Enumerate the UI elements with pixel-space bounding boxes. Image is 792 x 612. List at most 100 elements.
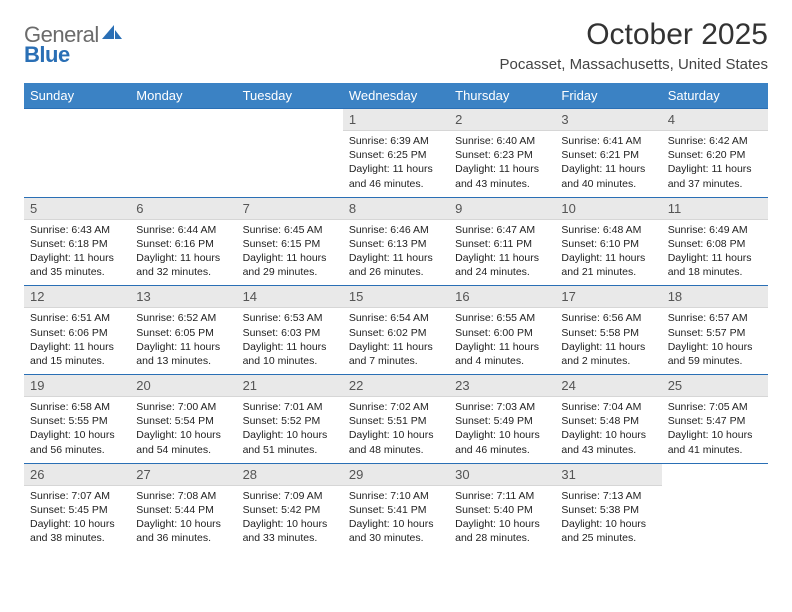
day-details: Sunrise: 7:09 AMSunset: 5:42 PMDaylight:… xyxy=(237,486,343,552)
weekday-header-row: SundayMondayTuesdayWednesdayThursdayFrid… xyxy=(24,83,768,109)
day-number: 12 xyxy=(24,286,130,308)
calendar-day-cell: 27Sunrise: 7:08 AMSunset: 5:44 PMDayligh… xyxy=(130,463,236,551)
day-number: 30 xyxy=(449,464,555,486)
calendar-day-cell: 28Sunrise: 7:09 AMSunset: 5:42 PMDayligh… xyxy=(237,463,343,551)
day-details: Sunrise: 6:57 AMSunset: 5:57 PMDaylight:… xyxy=(662,308,768,374)
calendar-day-cell: 14Sunrise: 6:53 AMSunset: 6:03 PMDayligh… xyxy=(237,286,343,375)
empty-day xyxy=(662,464,768,485)
calendar-day-cell xyxy=(662,463,768,551)
header: GeneralBlue October 2025 Pocasset, Massa… xyxy=(24,18,768,73)
calendar-day-cell: 7Sunrise: 6:45 AMSunset: 6:15 PMDaylight… xyxy=(237,197,343,286)
empty-day xyxy=(237,109,343,130)
day-details: Sunrise: 6:53 AMSunset: 6:03 PMDaylight:… xyxy=(237,308,343,374)
day-details: Sunrise: 6:54 AMSunset: 6:02 PMDaylight:… xyxy=(343,308,449,374)
weekday-header: Wednesday xyxy=(343,83,449,109)
empty-day xyxy=(24,109,130,130)
calendar-day-cell: 2Sunrise: 6:40 AMSunset: 6:23 PMDaylight… xyxy=(449,109,555,198)
day-number: 21 xyxy=(237,375,343,397)
location: Pocasset, Massachusetts, United States xyxy=(500,56,768,73)
day-number: 8 xyxy=(343,198,449,220)
weekday-header: Saturday xyxy=(662,83,768,109)
calendar-body: 1Sunrise: 6:39 AMSunset: 6:25 PMDaylight… xyxy=(24,109,768,552)
calendar-day-cell: 21Sunrise: 7:01 AMSunset: 5:52 PMDayligh… xyxy=(237,375,343,464)
day-details: Sunrise: 7:05 AMSunset: 5:47 PMDaylight:… xyxy=(662,397,768,463)
calendar-day-cell: 12Sunrise: 6:51 AMSunset: 6:06 PMDayligh… xyxy=(24,286,130,375)
day-number: 23 xyxy=(449,375,555,397)
day-details: Sunrise: 6:58 AMSunset: 5:55 PMDaylight:… xyxy=(24,397,130,463)
day-number: 25 xyxy=(662,375,768,397)
calendar-day-cell: 1Sunrise: 6:39 AMSunset: 6:25 PMDaylight… xyxy=(343,109,449,198)
weekday-header: Sunday xyxy=(24,83,130,109)
empty-day xyxy=(130,109,236,130)
day-number: 13 xyxy=(130,286,236,308)
day-details: Sunrise: 7:00 AMSunset: 5:54 PMDaylight:… xyxy=(130,397,236,463)
day-details: Sunrise: 6:43 AMSunset: 6:18 PMDaylight:… xyxy=(24,220,130,286)
logo-sail-icon xyxy=(101,24,123,46)
weekday-header: Friday xyxy=(555,83,661,109)
day-details: Sunrise: 7:10 AMSunset: 5:41 PMDaylight:… xyxy=(343,486,449,552)
calendar-week-row: 12Sunrise: 6:51 AMSunset: 6:06 PMDayligh… xyxy=(24,286,768,375)
day-number: 9 xyxy=(449,198,555,220)
day-details: Sunrise: 7:04 AMSunset: 5:48 PMDaylight:… xyxy=(555,397,661,463)
weekday-header: Monday xyxy=(130,83,236,109)
calendar-day-cell xyxy=(24,109,130,198)
day-details: Sunrise: 6:41 AMSunset: 6:21 PMDaylight:… xyxy=(555,131,661,197)
calendar-day-cell: 13Sunrise: 6:52 AMSunset: 6:05 PMDayligh… xyxy=(130,286,236,375)
day-details: Sunrise: 7:08 AMSunset: 5:44 PMDaylight:… xyxy=(130,486,236,552)
calendar-day-cell: 25Sunrise: 7:05 AMSunset: 5:47 PMDayligh… xyxy=(662,375,768,464)
day-details: Sunrise: 6:56 AMSunset: 5:58 PMDaylight:… xyxy=(555,308,661,374)
calendar-day-cell: 24Sunrise: 7:04 AMSunset: 5:48 PMDayligh… xyxy=(555,375,661,464)
day-number: 19 xyxy=(24,375,130,397)
calendar-week-row: 19Sunrise: 6:58 AMSunset: 5:55 PMDayligh… xyxy=(24,375,768,464)
calendar-day-cell: 10Sunrise: 6:48 AMSunset: 6:10 PMDayligh… xyxy=(555,197,661,286)
day-details: Sunrise: 6:46 AMSunset: 6:13 PMDaylight:… xyxy=(343,220,449,286)
calendar-day-cell: 15Sunrise: 6:54 AMSunset: 6:02 PMDayligh… xyxy=(343,286,449,375)
weekday-header: Tuesday xyxy=(237,83,343,109)
title-block: October 2025 Pocasset, Massachusetts, Un… xyxy=(500,18,768,73)
calendar-day-cell: 31Sunrise: 7:13 AMSunset: 5:38 PMDayligh… xyxy=(555,463,661,551)
day-details: Sunrise: 7:02 AMSunset: 5:51 PMDaylight:… xyxy=(343,397,449,463)
day-number: 20 xyxy=(130,375,236,397)
day-number: 5 xyxy=(24,198,130,220)
day-details: Sunrise: 6:52 AMSunset: 6:05 PMDaylight:… xyxy=(130,308,236,374)
day-details: Sunrise: 7:13 AMSunset: 5:38 PMDaylight:… xyxy=(555,486,661,552)
day-number: 24 xyxy=(555,375,661,397)
calendar-day-cell xyxy=(130,109,236,198)
calendar-day-cell: 30Sunrise: 7:11 AMSunset: 5:40 PMDayligh… xyxy=(449,463,555,551)
day-number: 18 xyxy=(662,286,768,308)
day-number: 15 xyxy=(343,286,449,308)
calendar-day-cell: 26Sunrise: 7:07 AMSunset: 5:45 PMDayligh… xyxy=(24,463,130,551)
calendar-week-row: 26Sunrise: 7:07 AMSunset: 5:45 PMDayligh… xyxy=(24,463,768,551)
day-details: Sunrise: 6:49 AMSunset: 6:08 PMDaylight:… xyxy=(662,220,768,286)
day-number: 11 xyxy=(662,198,768,220)
calendar-day-cell: 22Sunrise: 7:02 AMSunset: 5:51 PMDayligh… xyxy=(343,375,449,464)
day-number: 2 xyxy=(449,109,555,131)
calendar-day-cell: 4Sunrise: 6:42 AMSunset: 6:20 PMDaylight… xyxy=(662,109,768,198)
day-details: Sunrise: 6:45 AMSunset: 6:15 PMDaylight:… xyxy=(237,220,343,286)
calendar-day-cell: 16Sunrise: 6:55 AMSunset: 6:00 PMDayligh… xyxy=(449,286,555,375)
calendar-day-cell: 6Sunrise: 6:44 AMSunset: 6:16 PMDaylight… xyxy=(130,197,236,286)
day-number: 10 xyxy=(555,198,661,220)
calendar-week-row: 5Sunrise: 6:43 AMSunset: 6:18 PMDaylight… xyxy=(24,197,768,286)
day-number: 3 xyxy=(555,109,661,131)
day-details: Sunrise: 6:42 AMSunset: 6:20 PMDaylight:… xyxy=(662,131,768,197)
calendar-day-cell xyxy=(237,109,343,198)
day-number: 22 xyxy=(343,375,449,397)
calendar-day-cell: 3Sunrise: 6:41 AMSunset: 6:21 PMDaylight… xyxy=(555,109,661,198)
calendar-day-cell: 11Sunrise: 6:49 AMSunset: 6:08 PMDayligh… xyxy=(662,197,768,286)
day-number: 28 xyxy=(237,464,343,486)
day-number: 29 xyxy=(343,464,449,486)
day-number: 31 xyxy=(555,464,661,486)
day-details: Sunrise: 6:39 AMSunset: 6:25 PMDaylight:… xyxy=(343,131,449,197)
day-number: 17 xyxy=(555,286,661,308)
day-details: Sunrise: 7:11 AMSunset: 5:40 PMDaylight:… xyxy=(449,486,555,552)
day-number: 27 xyxy=(130,464,236,486)
calendar-day-cell: 5Sunrise: 6:43 AMSunset: 6:18 PMDaylight… xyxy=(24,197,130,286)
logo-text-blue: Blue xyxy=(24,44,123,66)
day-details: Sunrise: 6:55 AMSunset: 6:00 PMDaylight:… xyxy=(449,308,555,374)
calendar-day-cell: 18Sunrise: 6:57 AMSunset: 5:57 PMDayligh… xyxy=(662,286,768,375)
calendar-day-cell: 8Sunrise: 6:46 AMSunset: 6:13 PMDaylight… xyxy=(343,197,449,286)
day-number: 26 xyxy=(24,464,130,486)
day-details: Sunrise: 6:48 AMSunset: 6:10 PMDaylight:… xyxy=(555,220,661,286)
day-number: 4 xyxy=(662,109,768,131)
